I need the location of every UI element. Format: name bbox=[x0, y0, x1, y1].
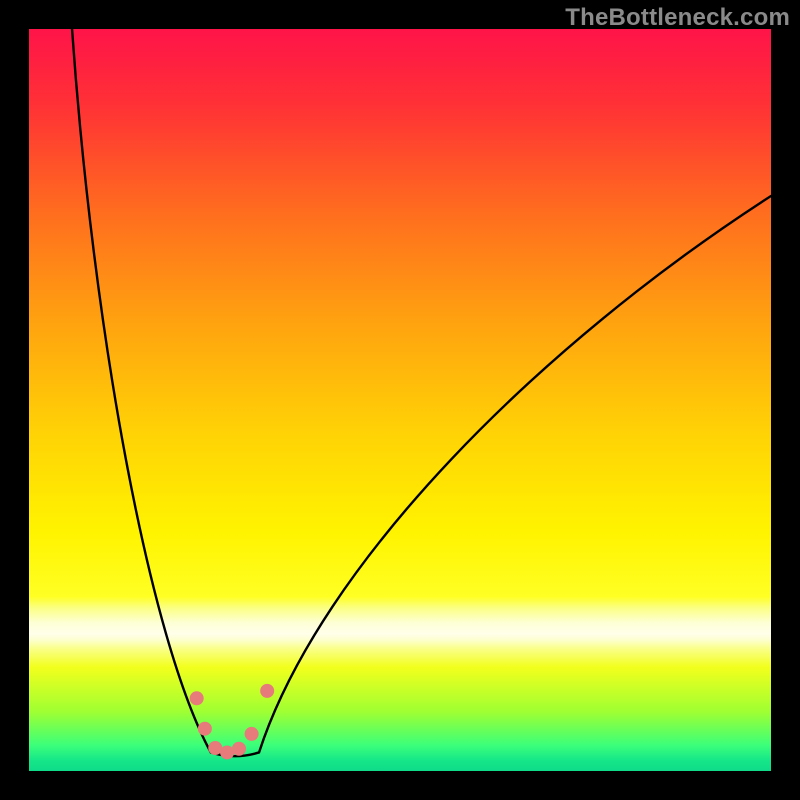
bottleneck-curve bbox=[72, 29, 771, 756]
marker-point bbox=[232, 742, 246, 756]
marker-point bbox=[190, 691, 204, 705]
marker-point bbox=[245, 727, 259, 741]
curve-layer bbox=[29, 29, 771, 771]
watermark-text: TheBottleneck.com bbox=[565, 4, 790, 32]
plot-area bbox=[29, 29, 771, 771]
marker-point bbox=[220, 745, 234, 759]
marker-point bbox=[198, 722, 212, 736]
marker-point bbox=[260, 684, 274, 698]
chart-frame: TheBottleneck.com bbox=[0, 0, 800, 800]
